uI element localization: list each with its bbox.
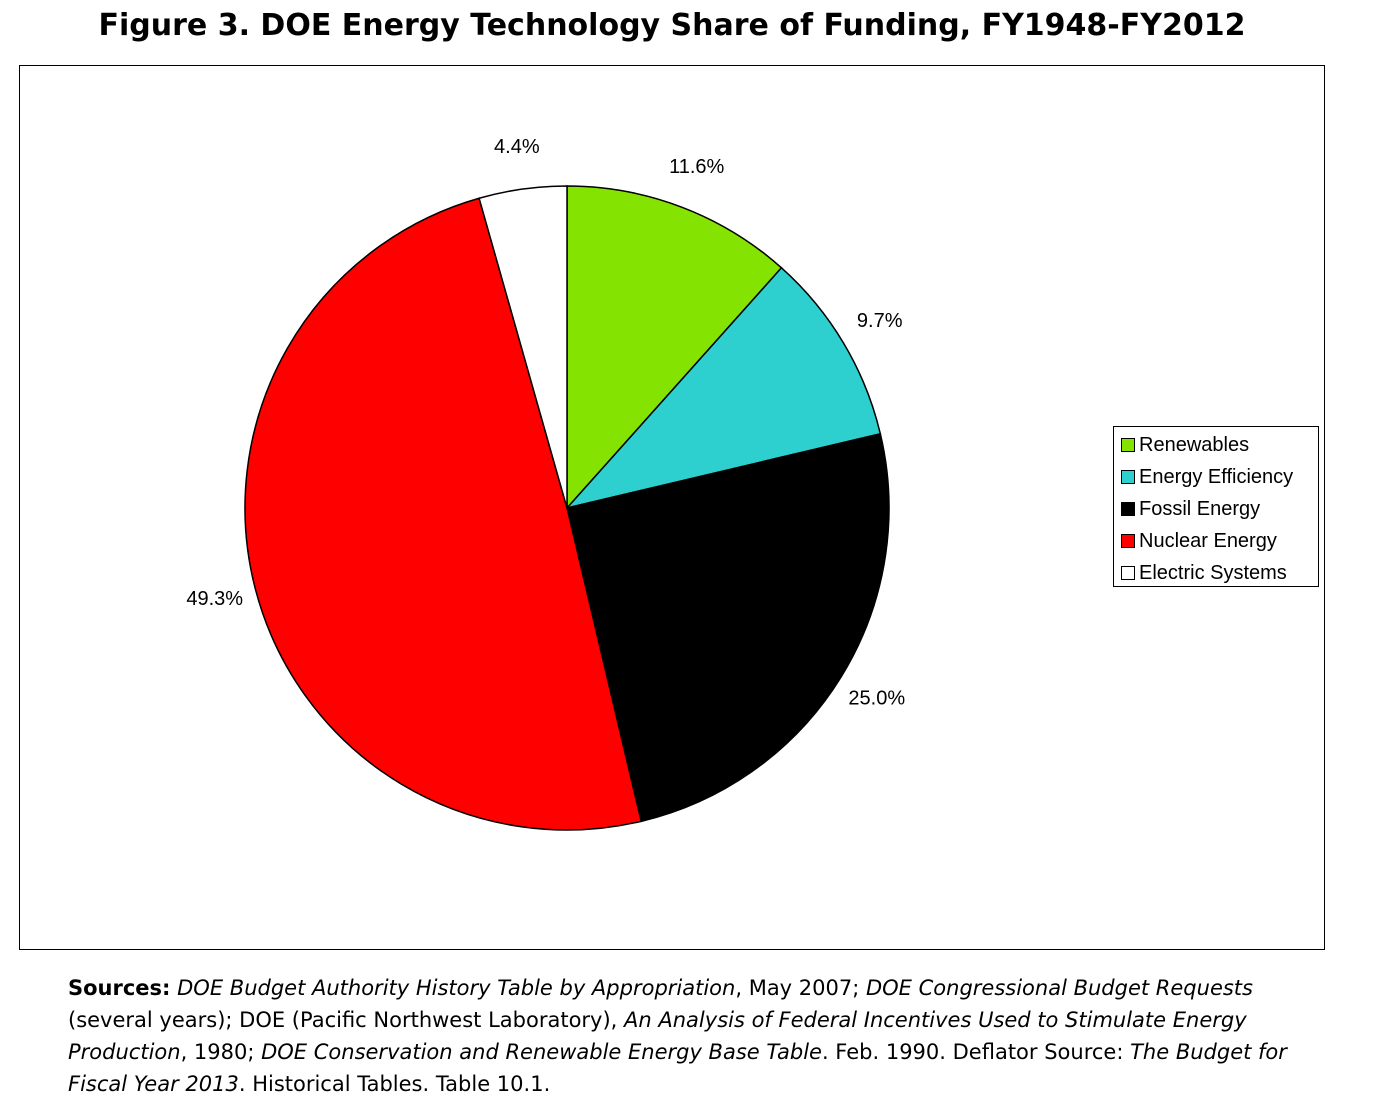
source-text: , 1980; xyxy=(180,1040,262,1064)
legend-swatch xyxy=(1121,566,1135,580)
data-label-electric-systems: 4.4% xyxy=(494,136,540,158)
data-label-nuclear-energy: 49.3% xyxy=(186,588,243,610)
source-title: The Budget for Fiscal Year 2013 xyxy=(68,1040,1287,1096)
source-title: DOE Budget Authority History Table by Ap… xyxy=(177,976,736,1000)
legend-item-fossil-energy: Fossil Energy xyxy=(1121,495,1260,523)
source-text: . Historical Tables. Table 10.1. xyxy=(238,1072,551,1096)
legend-item-renewables: Renewables xyxy=(1121,431,1249,459)
legend-swatch xyxy=(1121,534,1135,548)
pie-slice-electric-systems xyxy=(478,185,568,509)
sources-text: DOE Budget Authority History Table by Ap… xyxy=(68,976,1287,1096)
chart-legend: Renewables Energy Efficiency Fossil Energy… xyxy=(1113,426,1319,587)
legend-label: Renewables xyxy=(1139,433,1250,456)
source-title: DOE Congressional Budget Requests xyxy=(865,976,1253,1000)
sources-note: Sources: DOE Budget Authority History Ta… xyxy=(68,972,1318,1100)
legend-label: Fossil Energy xyxy=(1139,497,1261,520)
source-text: . Feb. 1990. Deflator Source: xyxy=(821,1040,1131,1064)
pie-slice-nuclear-energy xyxy=(244,197,643,831)
legend-item-nuclear-energy: Nuclear Energy xyxy=(1121,527,1277,555)
legend-swatch xyxy=(1121,438,1135,452)
data-label-energy-efficiency: 9.7% xyxy=(857,310,903,332)
legend-swatch xyxy=(1121,502,1135,516)
pie-slice-energy-efficiency xyxy=(564,266,882,510)
legend-item-electric-systems: Electric Systems xyxy=(1121,559,1287,587)
sources-label: Sources: xyxy=(68,976,171,1000)
source-title: DOE Conservation and Renewable Energy Ba… xyxy=(261,1040,822,1064)
pie-slice-renewables xyxy=(566,185,783,510)
chart-area: 11.6% 9.7% 25.0% 49.3% 4.4% Renewables Energy… xyxy=(19,65,1325,950)
pie-chart: 11.6% 9.7% 25.0% 49.3% 4.4% xyxy=(186,136,905,831)
legend-swatch xyxy=(1121,470,1135,484)
source-title: An Analysis of Federal Incentives Used t… xyxy=(68,1008,1247,1064)
pie-slice-fossil-energy xyxy=(566,432,890,823)
data-label-renewables: 11.6% xyxy=(669,156,724,178)
legend-label: Electric Systems xyxy=(1139,561,1287,584)
source-text: , May 2007; xyxy=(735,976,866,1000)
legend-label: Energy Efficiency xyxy=(1139,465,1294,488)
legend-label: Nuclear Energy xyxy=(1139,529,1277,552)
legend-item-energy-efficiency: Energy Efficiency xyxy=(1121,463,1293,491)
data-label-fossil-energy: 25.0% xyxy=(848,687,905,709)
source-text: (several years); DOE (Pacific Northwest … xyxy=(68,1008,625,1032)
figure-title: Figure 3. DOE Energy Technology Share of… xyxy=(98,8,1246,43)
